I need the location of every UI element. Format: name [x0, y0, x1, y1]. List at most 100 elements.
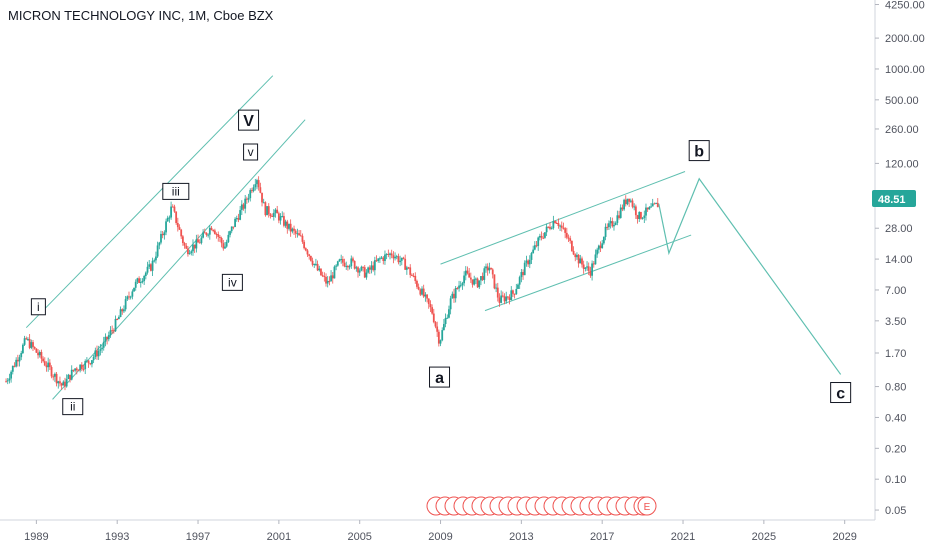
wave-label-b[interactable]: b: [688, 140, 710, 162]
channel-line-3[interactable]: [440, 171, 686, 265]
candle-down: [112, 330, 115, 332]
candle-up: [47, 362, 50, 368]
price-axis[interactable]: 4250.002000.001000.00500.00260.00120.006…: [875, 0, 925, 517]
candle-up: [207, 234, 210, 236]
candle-down: [267, 206, 270, 215]
candle-up: [530, 253, 533, 260]
candle-down: [80, 364, 83, 369]
wave-label-box: [62, 398, 84, 416]
wave-label-i[interactable]: i: [30, 298, 46, 316]
wave-label-V[interactable]: V: [238, 109, 260, 131]
candle-down: [283, 216, 285, 226]
earnings-marker-latest[interactable]: [637, 496, 657, 516]
wave-label-iii[interactable]: iii: [162, 182, 190, 200]
candle-up: [27, 338, 29, 340]
candle-up: [85, 360, 88, 362]
candle-down: [434, 322, 437, 327]
candle-down: [183, 243, 186, 246]
candle-down: [5, 381, 7, 383]
candle-down: [294, 230, 297, 234]
candle-down: [217, 234, 220, 237]
candle-up: [284, 221, 287, 226]
candle-down: [390, 253, 393, 256]
candle-down: [368, 267, 371, 270]
candle-up: [579, 258, 582, 264]
price-tick-label: 0.20: [885, 443, 906, 455]
wave-label-c[interactable]: c: [830, 382, 852, 404]
candle-down: [624, 199, 627, 205]
candle-down: [13, 365, 16, 367]
candle-up: [11, 365, 14, 372]
candle-down: [301, 235, 304, 242]
candle-down: [357, 267, 359, 273]
candle-up: [104, 336, 107, 342]
candle-down: [426, 294, 428, 299]
time-tick-label: 2013: [509, 531, 533, 543]
price-tick-label: 0.05: [885, 505, 906, 517]
candle-up: [22, 344, 24, 354]
candle-up: [235, 218, 238, 220]
candle-down: [431, 307, 434, 314]
candle-up: [552, 221, 555, 229]
candle-down: [111, 330, 114, 332]
channel-line-4[interactable]: [484, 234, 692, 312]
candle-down: [564, 228, 567, 233]
candle-down: [501, 295, 504, 297]
candle-up: [168, 217, 171, 219]
candle-up: [200, 237, 203, 243]
candle-up: [446, 317, 449, 319]
candle-down: [353, 260, 356, 269]
candle-up: [123, 309, 125, 312]
candle-down: [646, 207, 649, 210]
candle-up: [208, 227, 211, 235]
channel-line-2[interactable]: [52, 119, 306, 400]
last-price-tag: 48.51: [872, 190, 916, 207]
candle-up: [166, 217, 169, 222]
candle-down: [87, 360, 90, 364]
candle-up: [148, 264, 151, 267]
earnings-markers[interactable]: E: [426, 496, 657, 516]
time-tick-label: 2005: [347, 531, 371, 543]
candle-up: [532, 249, 535, 254]
wave-label-ii[interactable]: ii: [62, 398, 84, 416]
candle-down: [417, 286, 420, 290]
candle-down: [149, 264, 152, 271]
candle-up: [641, 217, 644, 219]
candle-up: [153, 260, 156, 262]
candle-down: [304, 248, 307, 251]
candle-up: [370, 265, 373, 270]
candle-up: [188, 253, 191, 255]
wave-label-iv[interactable]: iv: [221, 273, 243, 291]
trend-channels[interactable]: [25, 75, 692, 400]
channel-line-1[interactable]: [25, 75, 274, 329]
candle-up: [109, 330, 112, 336]
candle-up: [358, 270, 361, 273]
candle-up: [373, 260, 376, 271]
candle-up: [195, 239, 198, 249]
price-tick-label: 1000.00: [885, 64, 925, 76]
candle-up: [355, 267, 358, 269]
wave-projection[interactable]: [658, 177, 842, 375]
candle-down: [176, 223, 179, 228]
candle-up: [604, 226, 607, 237]
candle-down: [331, 275, 334, 279]
candle-down: [259, 187, 262, 193]
candle-up: [655, 202, 657, 204]
candle-down: [89, 363, 92, 365]
wave-label-box: [429, 366, 451, 388]
candle-down: [567, 237, 570, 239]
candle-down: [503, 296, 506, 302]
candle-up: [439, 340, 442, 344]
candle-up: [518, 277, 521, 285]
candle-down: [299, 235, 302, 237]
wave-label-box: [162, 182, 190, 200]
candle-down: [347, 265, 349, 268]
candle-down: [547, 226, 550, 228]
projection-path[interactable]: [658, 177, 842, 375]
wave-label-a[interactable]: a: [429, 366, 451, 388]
candle-up: [517, 284, 519, 289]
wave-label-v[interactable]: v: [243, 143, 259, 161]
time-axis[interactable]: 1989 1993 1997 2001 2005 2009 2013 2017 2021 2025…: [24, 520, 857, 543]
